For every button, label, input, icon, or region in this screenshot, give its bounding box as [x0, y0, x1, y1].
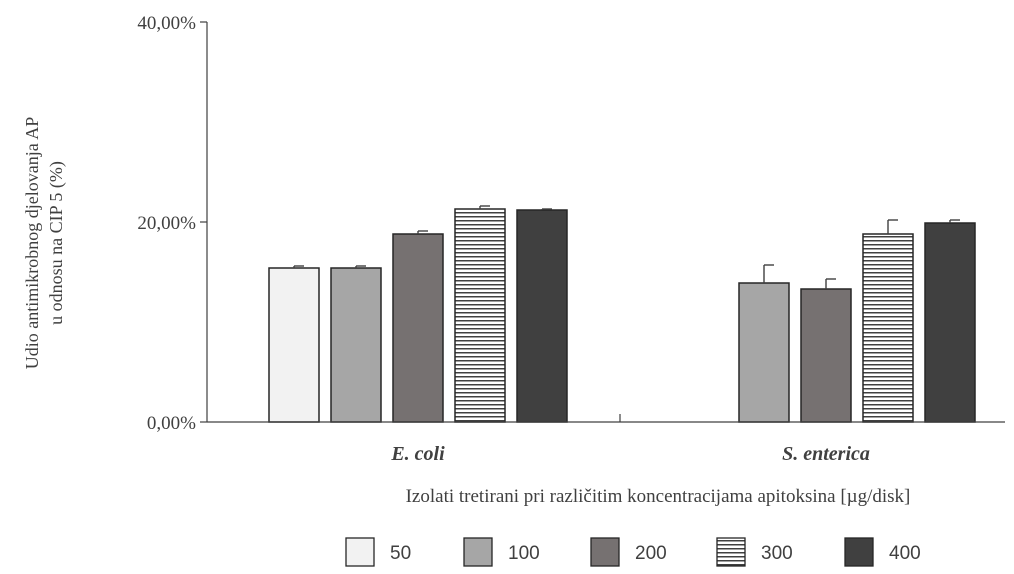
legend-swatch-50 — [345, 537, 375, 567]
legend-swatch-200 — [590, 537, 620, 567]
bar-100-e-coli — [330, 267, 382, 423]
x-axis-categories: E. coli S. enterica — [390, 443, 870, 465]
bar-200-e-coli — [392, 233, 444, 423]
y-tick-label: 0,00% — [147, 413, 196, 434]
legend-swatch-400 — [844, 537, 874, 567]
bar-300-s-enterica — [862, 233, 914, 423]
y-axis-label-line-2: u odnosu na CIP 5 (%) — [46, 161, 67, 325]
bar-marks — [268, 205, 976, 423]
legend-label-200: 200 — [635, 543, 667, 564]
bar-400-s-enterica — [924, 222, 976, 423]
y-axis-label-line-1: Udio antimikrobnog djelovanja AP — [22, 117, 42, 369]
legend: 50 100 200 300 400 — [345, 537, 921, 567]
legend-label-300: 300 — [761, 543, 793, 564]
bar-400-e-coli — [516, 209, 568, 423]
legend-label-100: 100 — [508, 543, 540, 564]
x-category-label: E. coli — [390, 443, 445, 465]
legend-label-400: 400 — [889, 543, 921, 564]
legend-swatch-100 — [463, 537, 493, 567]
legend-label-50: 50 — [390, 543, 411, 564]
bar-50-e-coli — [268, 267, 320, 423]
y-tick-label: 20,00% — [137, 213, 196, 234]
bar-300-e-coli — [454, 208, 506, 423]
bar-200-s-enterica — [800, 288, 852, 423]
y-axis-ticks: 0,00% 20,00% 40,00% — [137, 13, 207, 434]
bar-100-s-enterica — [738, 282, 790, 423]
legend-swatch-300 — [716, 537, 746, 567]
y-tick-label: 40,00% — [137, 13, 196, 34]
x-axis-label: Izolati tretirani pri različitim koncent… — [406, 486, 911, 507]
x-category-label: S. enterica — [782, 443, 870, 465]
